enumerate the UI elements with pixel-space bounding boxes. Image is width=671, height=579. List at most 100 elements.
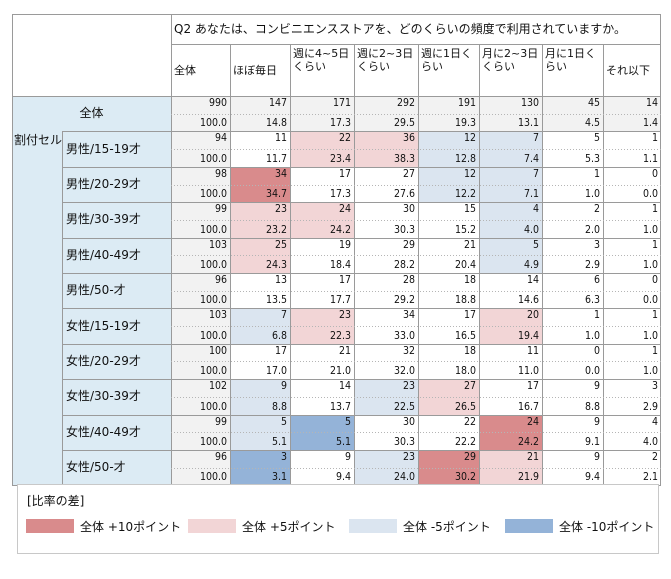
cell-count: 0 xyxy=(593,344,600,357)
cell-percent: 30.3 xyxy=(393,435,415,448)
cell-percent: 21.9 xyxy=(517,471,539,484)
cell-percent: 12.8 xyxy=(454,152,476,165)
cell-count: 9 xyxy=(280,380,287,393)
total-count: 147 xyxy=(268,97,287,109)
total-percent: 4.5 xyxy=(584,117,600,130)
cell-count: 18 xyxy=(463,274,476,286)
total-percent: 14.8 xyxy=(265,117,287,130)
cell-count: 36 xyxy=(402,132,415,145)
cell-percent: 27.6 xyxy=(393,188,415,201)
cell-percent: 38.3 xyxy=(393,152,415,165)
data-cell: 22 22.2 xyxy=(418,414,479,450)
cell-count: 12 xyxy=(463,167,476,180)
cell-count: 0 xyxy=(651,167,658,180)
cell-percent: 1.0 xyxy=(642,329,658,342)
cell-count: 27 xyxy=(402,167,415,180)
cell-percent: 19.4 xyxy=(517,329,539,342)
row-label: 女性/30-39才 xyxy=(62,379,171,415)
data-cell: 5 5.3 xyxy=(542,131,603,167)
legend-item-plus5: 全体 +5ポイント xyxy=(188,518,336,534)
cell-count: 7 xyxy=(532,167,539,180)
cell-percent: 100.0 xyxy=(199,223,227,236)
data-cell: 103 100.0 xyxy=(171,237,230,273)
data-cell: 27 26.5 xyxy=(418,379,479,415)
data-cell: 17 17.3 xyxy=(290,166,354,203)
cell-count: 3 xyxy=(651,380,658,393)
legend-item-plus10: 全体 +10ポイント xyxy=(26,518,181,534)
cell-count: 29 xyxy=(463,451,476,463)
cell-count: 9 xyxy=(344,451,351,463)
row-label: 男性/20-29才 xyxy=(62,166,171,203)
cell-percent: 22.5 xyxy=(393,400,415,413)
cell-percent: 100.0 xyxy=(199,294,227,307)
cell-percent: 7.4 xyxy=(523,152,539,165)
total-count: 14 xyxy=(645,97,658,109)
cell-count: 5 xyxy=(593,132,600,145)
row-label: 女性/15-19才 xyxy=(62,308,171,344)
data-cell: 1 1.0 xyxy=(542,308,603,344)
cell-count: 22 xyxy=(338,132,351,145)
cell-count: 23 xyxy=(338,309,351,322)
cell-count: 1 xyxy=(651,309,658,322)
cell-percent: 16.7 xyxy=(517,400,539,413)
cell-percent: 0.0 xyxy=(584,365,600,378)
legend-label-minus10: 全体 -10ポイント xyxy=(559,519,655,534)
cell-count: 100 xyxy=(208,344,227,357)
cell-count: 24 xyxy=(526,415,539,428)
cell-percent: 7.1 xyxy=(523,188,539,201)
cell-count: 7 xyxy=(280,309,287,322)
cell-count: 98 xyxy=(214,167,227,180)
cell-percent: 9.4 xyxy=(335,471,351,484)
total-cell: 147 14.8 xyxy=(230,96,290,132)
cell-count: 96 xyxy=(214,274,227,286)
cell-count: 21 xyxy=(526,451,539,463)
total-count: 292 xyxy=(396,97,415,109)
cell-percent: 13.5 xyxy=(265,294,287,307)
cell-count: 32 xyxy=(402,344,415,357)
cell-count: 30 xyxy=(402,415,415,428)
data-cell: 5 5.1 xyxy=(230,414,290,450)
data-cell: 1 1.0 xyxy=(603,237,661,273)
cell-percent: 26.5 xyxy=(454,400,476,413)
data-cell: 7 6.8 xyxy=(230,308,290,344)
cell-percent: 8.8 xyxy=(584,400,600,413)
cell-percent: 2.9 xyxy=(584,258,600,271)
cell-percent: 14.6 xyxy=(517,294,539,307)
data-cell: 0 0.0 xyxy=(603,166,661,203)
cell-percent: 29.2 xyxy=(393,294,415,307)
cell-count: 21 xyxy=(463,238,476,251)
data-cell: 96 100.0 xyxy=(171,273,230,309)
cell-percent: 22.3 xyxy=(329,329,351,342)
cell-count: 11 xyxy=(274,132,287,145)
total-cell: 990 100.0 xyxy=(171,96,230,132)
cell-count: 23 xyxy=(402,380,415,393)
cell-count: 103 xyxy=(208,238,227,251)
cell-count: 5 xyxy=(532,238,539,251)
data-cell: 24 24.2 xyxy=(479,414,542,450)
legend-title: [比率の差] xyxy=(27,494,85,508)
cell-percent: 100.0 xyxy=(199,258,227,271)
column-header: 月に1日くらい xyxy=(542,44,603,96)
cell-count: 1 xyxy=(651,132,658,145)
cell-count: 24 xyxy=(338,203,351,216)
legend-swatch-minus10 xyxy=(505,519,553,533)
data-cell: 11 11.0 xyxy=(479,343,542,380)
cell-percent: 3.1 xyxy=(271,471,287,484)
cell-count: 11 xyxy=(526,344,539,357)
group-label: 割付セル xyxy=(12,131,62,486)
cell-count: 14 xyxy=(526,274,539,286)
legend-item-minus10: 全体 -10ポイント xyxy=(505,518,654,534)
data-cell: 5 5.1 xyxy=(290,414,354,450)
data-cell: 23 24.0 xyxy=(354,450,418,486)
cell-count: 99 xyxy=(214,415,227,428)
cell-percent: 5.1 xyxy=(335,435,351,448)
cell-percent: 12.2 xyxy=(454,188,476,201)
data-cell: 99 100.0 xyxy=(171,414,230,450)
cell-percent: 17.0 xyxy=(265,365,287,378)
data-cell: 32 32.0 xyxy=(354,343,418,380)
data-cell: 0 0.0 xyxy=(542,343,603,380)
cell-count: 25 xyxy=(274,238,287,251)
cell-count: 15 xyxy=(463,203,476,216)
data-cell: 29 30.2 xyxy=(418,450,479,486)
